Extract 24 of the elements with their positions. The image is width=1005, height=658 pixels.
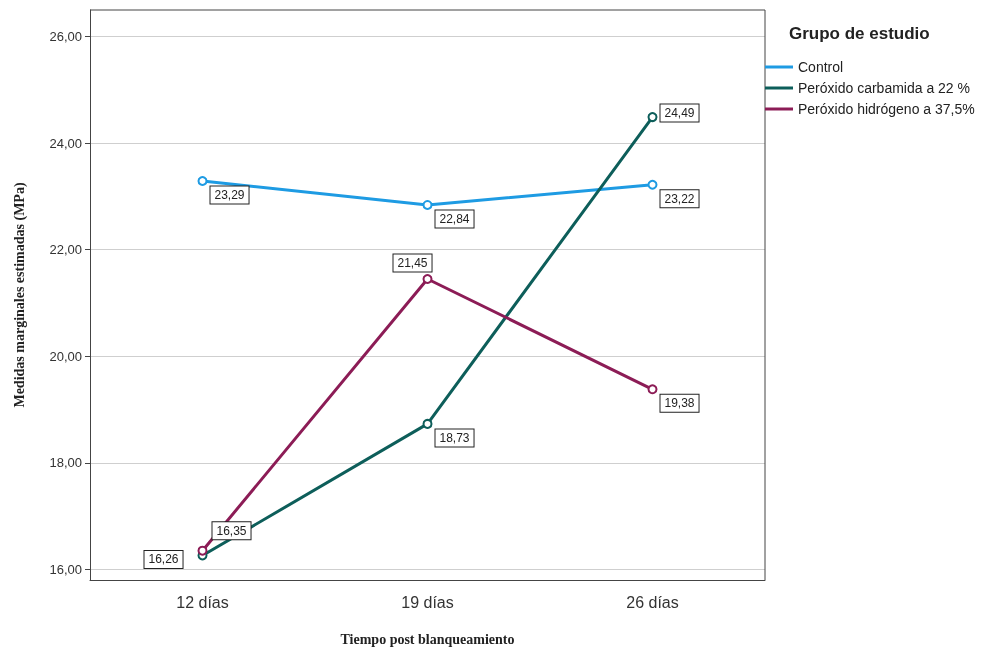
x-axis-title: Tiempo post blanqueamiento [340,631,515,647]
data-label: 24,49 [664,106,695,121]
data-label: 16,35 [216,523,247,538]
legend-title: Grupo de estudio [789,24,930,43]
y-tick-label: 22,00 [49,242,82,258]
data-label: 22,84 [439,211,470,226]
y-tick-label: 26,00 [49,29,82,45]
y-tick-label: 18,00 [49,455,82,471]
legend-label: Control [798,59,844,75]
legend-label: Peróxido carbamida a 22 % [798,80,970,96]
data-label: 23,29 [214,188,245,202]
data-label: 21,45 [397,256,428,271]
x-tick-label: 12 días [176,593,229,611]
y-tick-label: 24,00 [49,135,82,151]
x-tick-label: 19 días [401,593,454,611]
data-label: 23,22 [664,191,695,206]
x-tick-label: 26 días [626,593,679,611]
legend-label: Peróxido hidrógeno a 37,5% [798,101,975,117]
y-tick-label: 16,00 [49,561,82,577]
data-label: 19,38 [664,396,695,411]
y-axis-title: Medidas marginales estimadas (MPa) [11,182,28,408]
data-label: 16,26 [148,552,179,567]
data-label: 18,73 [439,430,470,445]
y-tick-label: 20,00 [49,348,82,364]
